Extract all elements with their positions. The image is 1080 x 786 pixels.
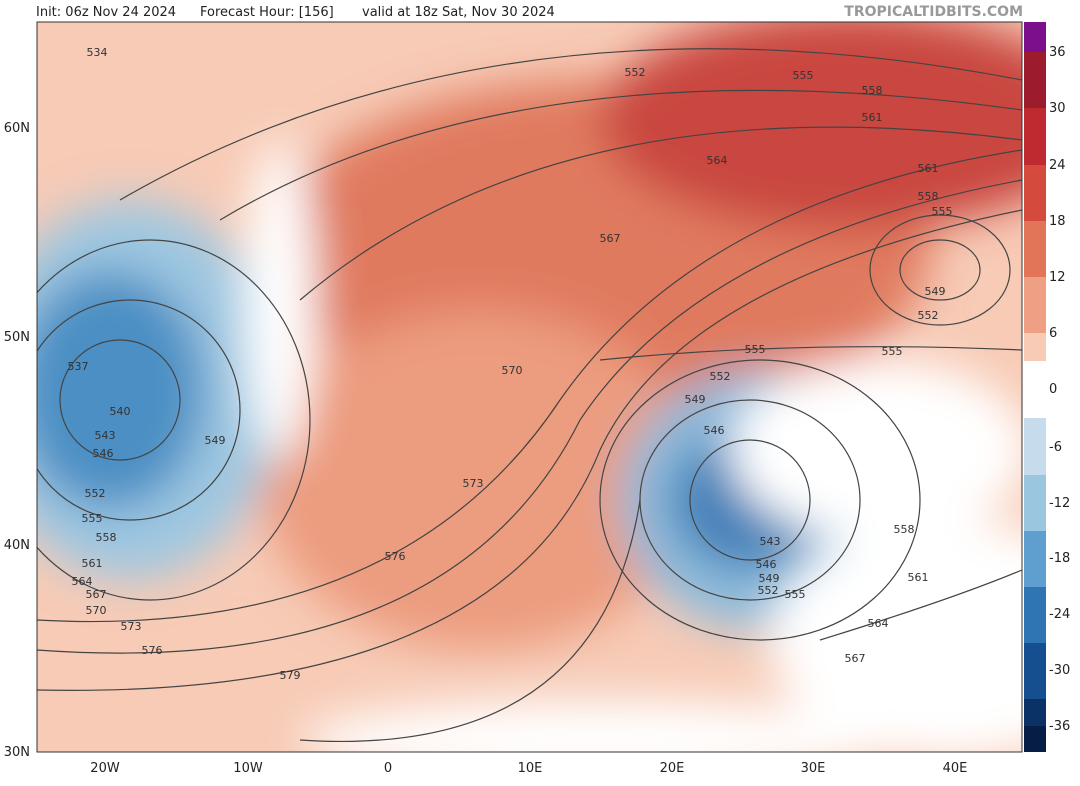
contour-label: 558 (894, 523, 915, 536)
contour-label: 564 (72, 575, 93, 588)
contour-label: 555 (793, 69, 814, 82)
contour-label: 561 (918, 162, 939, 175)
lon-label: 20W (90, 761, 120, 776)
contour-label: 543 (760, 535, 781, 548)
contour-label: 573 (121, 620, 142, 633)
contour-label: 576 (142, 644, 163, 657)
map-frame (36, 21, 1023, 753)
colorbar-tick: 36 (1049, 45, 1066, 60)
lon-label: 10E (518, 761, 543, 776)
contour-label: 552 (710, 370, 731, 383)
contour-label: 534 (87, 46, 108, 59)
contour-label: 552 (625, 66, 646, 79)
contour-label: 573 (463, 477, 484, 490)
contour-label: 552 (758, 584, 779, 597)
lon-label: 40E (943, 761, 968, 776)
contour-label: 564 (868, 617, 889, 630)
contour-label: 549 (759, 572, 780, 585)
colorbar-tick: 24 (1049, 158, 1066, 173)
contour-label: 543 (95, 429, 116, 442)
contour-label: 555 (785, 588, 806, 601)
contour-label: 564 (707, 154, 728, 167)
contour-label: 555 (882, 345, 903, 358)
contour-label: 546 (704, 424, 725, 437)
contour-label: 558 (862, 84, 883, 97)
lon-label: 30E (801, 761, 826, 776)
contour-label: 567 (600, 232, 621, 245)
colorbar-tick: -24 (1049, 607, 1070, 622)
contour-label: 555 (82, 512, 103, 525)
contour-label: 558 (918, 190, 939, 203)
contour-label: 558 (96, 531, 117, 544)
contour-label: 555 (745, 343, 766, 356)
contour-label: 567 (86, 588, 107, 601)
contour-label: 570 (86, 604, 107, 617)
valid-time: valid at 18z Sat, Nov 30 2024 (362, 5, 555, 20)
contour-label: 549 (205, 434, 226, 447)
contour-label: 555 (932, 205, 953, 218)
lon-label: 10W (233, 761, 263, 776)
colorbar-tick: -30 (1049, 663, 1070, 678)
contour-label: 561 (862, 111, 883, 124)
colorbar-tick: -12 (1049, 496, 1070, 511)
colorbar (1024, 22, 1046, 752)
contour-label: 579 (280, 669, 301, 682)
lon-label: 0 (384, 761, 392, 776)
colorbar-tick: -6 (1049, 440, 1062, 455)
init-text: Init: 06z Nov 24 2024 (36, 5, 176, 20)
contour-label: 537 (68, 360, 89, 373)
contour-label: 546 (756, 558, 777, 571)
contour-label: 567 (845, 652, 866, 665)
watermark: TROPICALTIDBITS.COM (844, 4, 1023, 20)
colorbar-tick: 18 (1049, 214, 1066, 229)
contour-label: 540 (110, 405, 131, 418)
colorbar-tick: -36 (1049, 719, 1070, 734)
colorbar-tick: 0 (1049, 382, 1057, 397)
contour-label: 552 (918, 309, 939, 322)
contour-label: 549 (925, 285, 946, 298)
lat-label: 30N (4, 745, 30, 760)
contour-label: 546 (93, 447, 114, 460)
colorbar-tick: 6 (1049, 326, 1057, 341)
lat-label: 40N (4, 538, 30, 553)
lat-label: 50N (4, 330, 30, 345)
contour-label: 552 (85, 487, 106, 500)
contour-label: 561 (908, 571, 929, 584)
map-field (37, 22, 1022, 752)
contour-label: 561 (82, 557, 103, 570)
contour-label: 549 (685, 393, 706, 406)
contour-label: 570 (502, 364, 523, 377)
forecast-hour: Forecast Hour: [156] (200, 5, 334, 20)
contour-label: 576 (385, 550, 406, 563)
colorbar-tick: 30 (1049, 101, 1066, 116)
lat-label: 60N (4, 121, 30, 136)
lon-label: 20E (660, 761, 685, 776)
colorbar-tick: 12 (1049, 270, 1066, 285)
colorbar-tick: -18 (1049, 551, 1070, 566)
